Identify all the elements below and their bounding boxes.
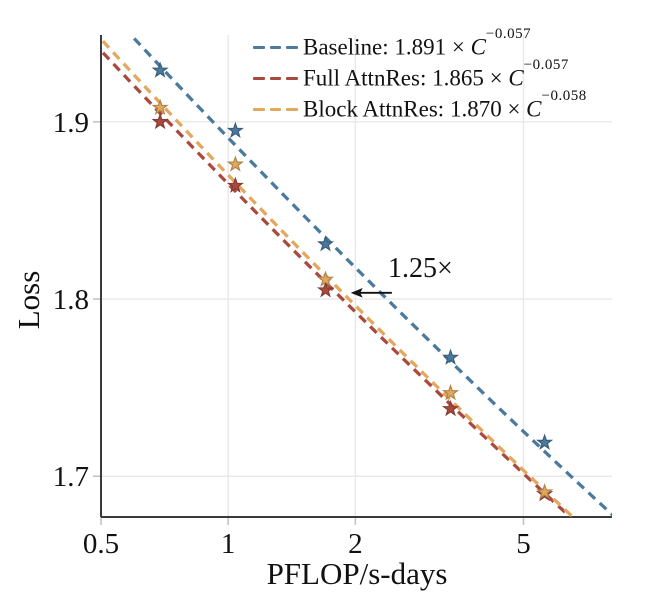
legend-label-full-attnres: Full AttnRes: 1.865 × C−0.057 (303, 56, 569, 91)
x-axis-label: PFLOP/s-days (266, 556, 448, 591)
legend: Baseline: 1.891 × C−0.057 Full AttnRes: 1… (253, 25, 587, 125)
legend-item-baseline: Baseline: 1.891 × C−0.057 (253, 25, 587, 63)
y-tick-label: 1.9 (53, 107, 89, 139)
legend-dash-icon (269, 107, 282, 112)
legend-dash-icon (286, 45, 299, 50)
legend-dash-icon (286, 76, 299, 81)
annotation-arrow-head (350, 288, 363, 298)
data-point-star-baseline (151, 61, 169, 78)
x-tick-label: 0.5 (83, 528, 119, 560)
legend-line-sample-block-attnres (253, 107, 303, 112)
data-point-star-block-attnres (441, 383, 460, 401)
data-point-star-full-attnres (151, 112, 169, 130)
y-tick-label: 1.7 (53, 461, 89, 493)
legend-dash-icon (253, 45, 265, 50)
data-point-star-baseline (226, 121, 244, 138)
data-point-star-block-attnres (316, 270, 335, 287)
x-tick-label: 5 (516, 528, 531, 560)
legend-variable: C (526, 96, 542, 122)
data-point-star-baseline (536, 433, 554, 450)
data-point-star-full-attnres (441, 399, 460, 417)
data-point-star-full-attnres (316, 281, 335, 298)
x-tick-label: 1 (221, 528, 236, 560)
legend-line-sample-baseline (253, 45, 303, 50)
data-point-star-baseline (441, 348, 460, 365)
fit-line-block-attnres (101, 36, 576, 517)
data-point-star-baseline (316, 235, 335, 252)
data-point-star-full-attnres (226, 176, 244, 193)
legend-item-full-attnres: Full AttnRes: 1.865 × C−0.057 (253, 56, 587, 94)
y-tick-label: 1.8 (53, 284, 89, 316)
fit-line-full-attnres (101, 48, 573, 517)
legend-dash-icon (253, 107, 265, 112)
legend-label-baseline: Baseline: 1.891 × C−0.057 (303, 25, 532, 60)
data-point-star-block-attnres (536, 483, 554, 500)
legend-variable: C (470, 34, 486, 60)
legend-dash-icon (286, 107, 299, 112)
legend-item-block-attnres: Block AttnRes: 1.870 × C−0.058 (253, 87, 587, 125)
legend-exponent: −0.057 (523, 56, 569, 73)
legend-line-sample-full-attnres (253, 76, 303, 81)
annotation-text: 1.25× (388, 253, 453, 284)
legend-dash-icon (269, 76, 282, 81)
legend-dash-icon (269, 45, 282, 50)
legend-variable: C (508, 65, 524, 91)
legend-dash-icon (253, 76, 265, 81)
legend-exponent: −0.057 (485, 25, 532, 42)
data-point-star-block-attnres (226, 155, 244, 172)
x-tick-label: 2 (348, 528, 363, 560)
data-point-star-block-attnres (151, 98, 169, 115)
y-axis-label: Loss (11, 270, 46, 330)
legend-exponent: −0.058 (541, 87, 587, 104)
fit-line-baseline (128, 35, 612, 517)
legend-label-block-attnres: Block AttnRes: 1.870 × C−0.058 (303, 87, 587, 122)
